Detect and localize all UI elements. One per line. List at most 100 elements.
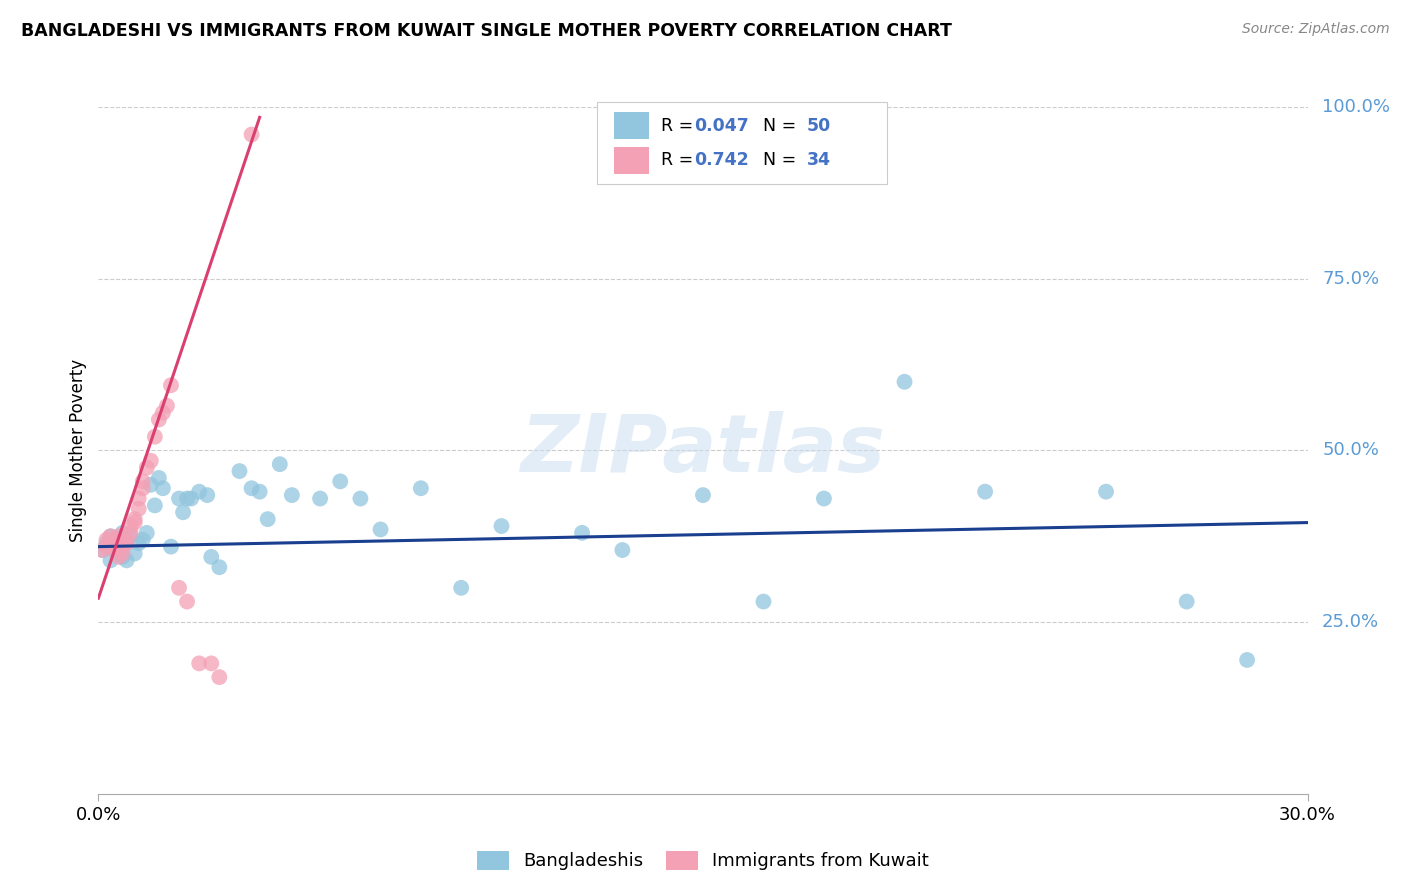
Point: [132, 481, 155, 495]
Point: [135, 460, 157, 475]
Point: [180, 491, 202, 506]
Point: [329, 475, 352, 489]
Point: [139, 478, 162, 492]
Point: [115, 536, 138, 550]
Point: [893, 375, 915, 389]
Point: [91, 543, 114, 558]
Point: [132, 475, 155, 489]
Point: [281, 488, 304, 502]
Point: [100, 553, 122, 567]
Text: 50: 50: [807, 117, 831, 135]
Point: [309, 491, 332, 506]
Point: [612, 543, 634, 558]
Point: [208, 560, 231, 574]
Point: [974, 484, 997, 499]
Point: [200, 549, 222, 564]
Point: [124, 516, 146, 530]
Point: [96, 536, 118, 550]
Point: [167, 491, 190, 506]
Point: [409, 481, 432, 495]
Point: [240, 128, 263, 142]
Point: [152, 406, 174, 420]
Point: [103, 543, 125, 558]
Point: [160, 540, 183, 554]
Point: [692, 488, 714, 502]
Point: [450, 581, 472, 595]
Text: R =: R =: [661, 117, 699, 135]
Point: [256, 512, 278, 526]
Point: [111, 540, 134, 554]
Point: [120, 529, 142, 543]
Text: 34: 34: [807, 152, 831, 169]
Point: [100, 536, 122, 550]
Point: [120, 519, 142, 533]
Point: [156, 399, 179, 413]
Point: [96, 540, 118, 554]
Point: [172, 505, 194, 519]
Point: [111, 525, 134, 540]
Legend: Bangladeshis, Immigrants from Kuwait: Bangladeshis, Immigrants from Kuwait: [470, 844, 936, 878]
Point: [107, 529, 129, 543]
Point: [103, 543, 125, 558]
Point: [107, 540, 129, 554]
Point: [269, 457, 291, 471]
Point: [349, 491, 371, 506]
Point: [91, 543, 114, 558]
Point: [111, 549, 134, 564]
Text: 25.0%: 25.0%: [1322, 613, 1379, 632]
Text: 75.0%: 75.0%: [1322, 269, 1379, 288]
Point: [176, 491, 198, 506]
Point: [160, 378, 183, 392]
Point: [188, 484, 211, 499]
Point: [152, 481, 174, 495]
Y-axis label: Single Mother Poverty: Single Mother Poverty: [69, 359, 87, 542]
Point: [115, 553, 138, 567]
Point: [752, 594, 775, 608]
Point: [132, 533, 155, 547]
Text: 50.0%: 50.0%: [1322, 442, 1379, 459]
Point: [128, 491, 150, 506]
Point: [143, 499, 166, 513]
Point: [208, 670, 231, 684]
Point: [100, 529, 122, 543]
Point: [249, 484, 271, 499]
Point: [103, 533, 125, 547]
Point: [240, 481, 263, 495]
Point: [111, 546, 134, 561]
Text: BANGLADESHI VS IMMIGRANTS FROM KUWAIT SINGLE MOTHER POVERTY CORRELATION CHART: BANGLADESHI VS IMMIGRANTS FROM KUWAIT SI…: [21, 22, 952, 40]
Text: 0.742: 0.742: [695, 152, 749, 169]
Point: [124, 512, 146, 526]
Point: [200, 657, 222, 671]
Point: [128, 536, 150, 550]
Point: [148, 412, 170, 426]
Point: [1175, 594, 1198, 608]
Point: [135, 525, 157, 540]
Text: Source: ZipAtlas.com: Source: ZipAtlas.com: [1241, 22, 1389, 37]
Point: [120, 525, 142, 540]
Point: [370, 523, 392, 537]
Text: 0.047: 0.047: [695, 117, 749, 135]
Point: [115, 533, 138, 547]
Point: [571, 525, 593, 540]
Text: N =: N =: [752, 117, 801, 135]
Text: ZIPatlas: ZIPatlas: [520, 411, 886, 490]
Point: [148, 471, 170, 485]
Point: [176, 594, 198, 608]
Point: [1095, 484, 1118, 499]
Point: [128, 501, 150, 516]
Point: [100, 529, 122, 543]
Point: [1236, 653, 1258, 667]
Point: [188, 657, 211, 671]
Point: [813, 491, 835, 506]
Point: [107, 549, 129, 564]
Point: [124, 546, 146, 561]
Point: [167, 581, 190, 595]
Point: [195, 488, 218, 502]
Text: N =: N =: [752, 152, 801, 169]
Point: [143, 430, 166, 444]
Text: R =: R =: [661, 152, 699, 169]
Text: 100.0%: 100.0%: [1322, 98, 1391, 116]
Point: [491, 519, 513, 533]
Point: [139, 454, 162, 468]
Point: [228, 464, 250, 478]
